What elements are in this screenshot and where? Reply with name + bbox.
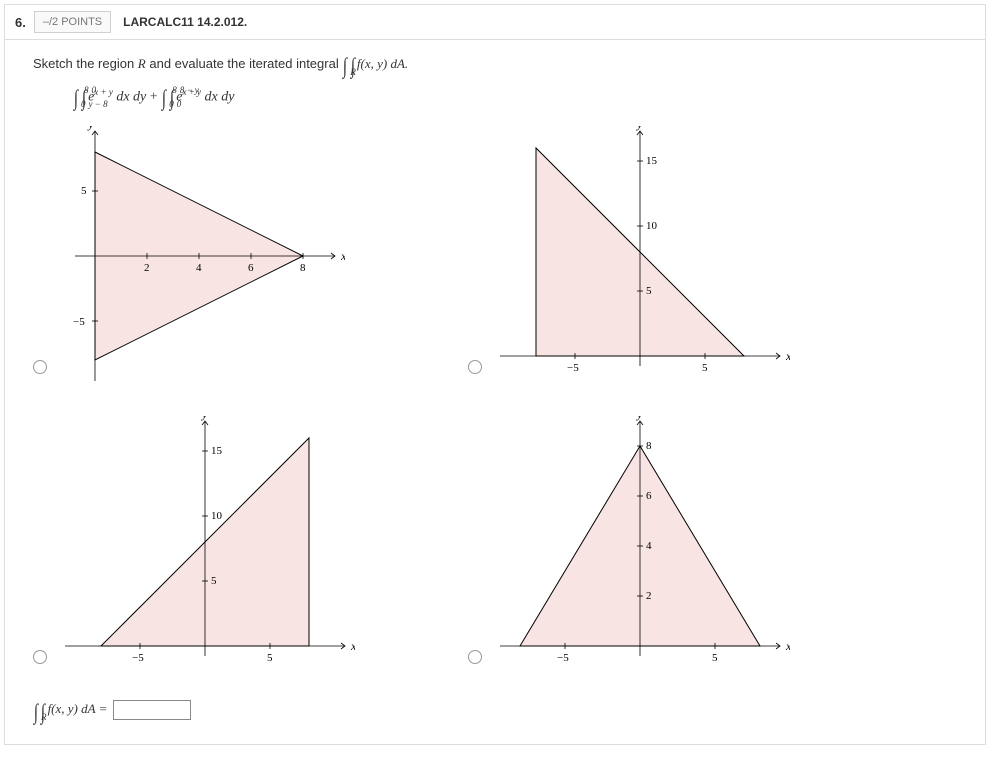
points-badge: –/2 POINTS: [34, 11, 111, 33]
option-c: −5 5 5 10 15 x y: [33, 416, 398, 676]
chart-options-grid: 2 4 6 8 5 −5 x y: [33, 126, 833, 676]
svg-text:x: x: [785, 639, 790, 653]
answer-row: ∫R ∫ f(x, y) dA =: [33, 700, 957, 720]
svg-text:x: x: [785, 349, 790, 363]
svg-text:x: x: [340, 249, 345, 263]
prompt-text-1: Sketch the region: [33, 56, 138, 71]
option-b-radio[interactable]: [468, 360, 482, 374]
svg-text:x: x: [350, 639, 355, 653]
svg-text:4: 4: [646, 540, 652, 552]
prompt-integrand: f(x, y) dA.: [357, 56, 408, 71]
answer-label: f(x, y) dA =: [48, 701, 108, 716]
svg-text:5: 5: [712, 652, 718, 664]
svg-text:10: 10: [646, 220, 658, 232]
answer-integral: ∫R ∫ f(x, y) dA =: [33, 701, 107, 718]
svg-text:5: 5: [267, 652, 273, 664]
svg-text:y: y: [636, 416, 643, 421]
svg-text:5: 5: [646, 285, 652, 297]
svg-text:−5: −5: [557, 652, 569, 664]
svg-text:y: y: [87, 126, 94, 131]
question-prompt: Sketch the region R and evaluate the ite…: [33, 56, 957, 73]
question-reference: LARCALC11 14.2.012.: [123, 15, 247, 29]
svg-text:5: 5: [702, 362, 708, 374]
svg-text:y: y: [636, 126, 643, 131]
option-d-radio[interactable]: [468, 650, 482, 664]
iterated-integral-expression: ∫80 ∫0y − 8 ex + y dx dy + ∫80 ∫8 − y0 e…: [73, 87, 957, 106]
option-c-plot: −5 5 5 10 15 x y: [55, 416, 355, 676]
svg-text:2: 2: [144, 262, 150, 274]
svg-text:15: 15: [211, 445, 223, 457]
option-a-plot: 2 4 6 8 5 −5 x y: [55, 126, 345, 386]
svg-text:−5: −5: [73, 316, 85, 328]
svg-text:5: 5: [211, 575, 217, 587]
prompt-integral-inline: ∫R ∫ f(x, y) dA.: [342, 56, 408, 71]
svg-text:y: y: [201, 416, 208, 421]
svg-text:−5: −5: [567, 362, 579, 374]
option-a: 2 4 6 8 5 −5 x y: [33, 126, 398, 386]
svg-text:8: 8: [300, 262, 306, 274]
question-container: 6. –/2 POINTS LARCALC11 14.2.012. Sketch…: [4, 4, 986, 745]
svg-text:10: 10: [211, 510, 223, 522]
prompt-text-2: and evaluate the iterated integral: [146, 56, 343, 71]
option-d-plot: −5 5 2 4 6 8 x y: [490, 416, 790, 676]
question-header: 6. –/2 POINTS LARCALC11 14.2.012.: [5, 5, 985, 40]
option-b: −5 5 5 10 15 x y: [468, 126, 833, 386]
option-b-plot: −5 5 5 10 15 x y: [490, 126, 790, 386]
answer-input[interactable]: [113, 700, 191, 720]
prompt-region: R: [138, 56, 146, 71]
question-content: Sketch the region R and evaluate the ite…: [5, 40, 985, 744]
svg-text:−5: −5: [132, 652, 144, 664]
option-d: −5 5 2 4 6 8 x y: [468, 416, 833, 676]
question-number: 6.: [15, 15, 26, 30]
svg-text:5: 5: [81, 185, 87, 197]
option-c-radio[interactable]: [33, 650, 47, 664]
svg-text:4: 4: [196, 262, 202, 274]
svg-text:6: 6: [248, 262, 254, 274]
svg-text:15: 15: [646, 155, 658, 167]
svg-text:6: 6: [646, 490, 652, 502]
option-a-radio[interactable]: [33, 360, 47, 374]
svg-text:8: 8: [646, 440, 652, 452]
svg-text:2: 2: [646, 590, 652, 602]
